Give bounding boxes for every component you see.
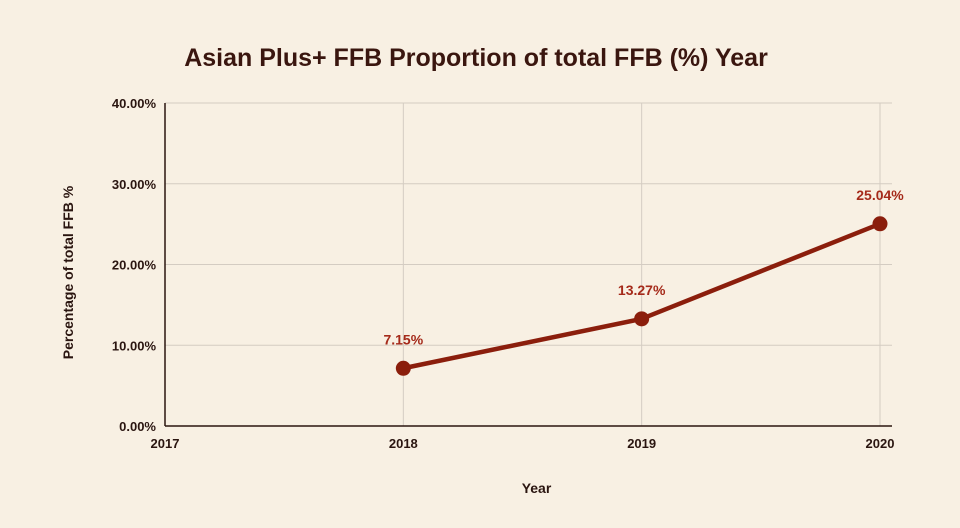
x-tick-label: 2020 (866, 436, 895, 451)
chart-title: Asian Plus+ FFB Proportion of total FFB … (184, 44, 768, 72)
x-tick-label: 2018 (389, 436, 418, 451)
y-tick-label: 10.00% (112, 338, 157, 353)
x-axis-title: Year (522, 480, 552, 496)
y-tick-label: 40.00% (112, 96, 157, 111)
data-labels: 7.15% 13.27% 25.04% (383, 187, 904, 347)
data-label: 25.04% (856, 187, 904, 203)
y-axis-title: Percentage of total FFB % (60, 185, 76, 359)
x-tick-label: 2019 (627, 436, 656, 451)
data-point (634, 311, 650, 327)
gridlines (165, 102, 892, 426)
y-tick-label: 20.00% (112, 258, 157, 273)
x-tick-label: 2017 (151, 436, 180, 451)
data-point (872, 216, 888, 232)
y-tick-label: 0.00% (119, 419, 156, 434)
data-point (395, 360, 411, 376)
y-tick-label: 30.00% (112, 177, 157, 192)
data-label: 13.27% (618, 282, 666, 298)
series-group (395, 216, 888, 376)
axes (164, 103, 892, 427)
data-label: 7.15% (383, 331, 423, 347)
tick-labels: 0.00% 10.00% 20.00% 30.00% 40.00% 2017 2018 201… (112, 96, 895, 451)
